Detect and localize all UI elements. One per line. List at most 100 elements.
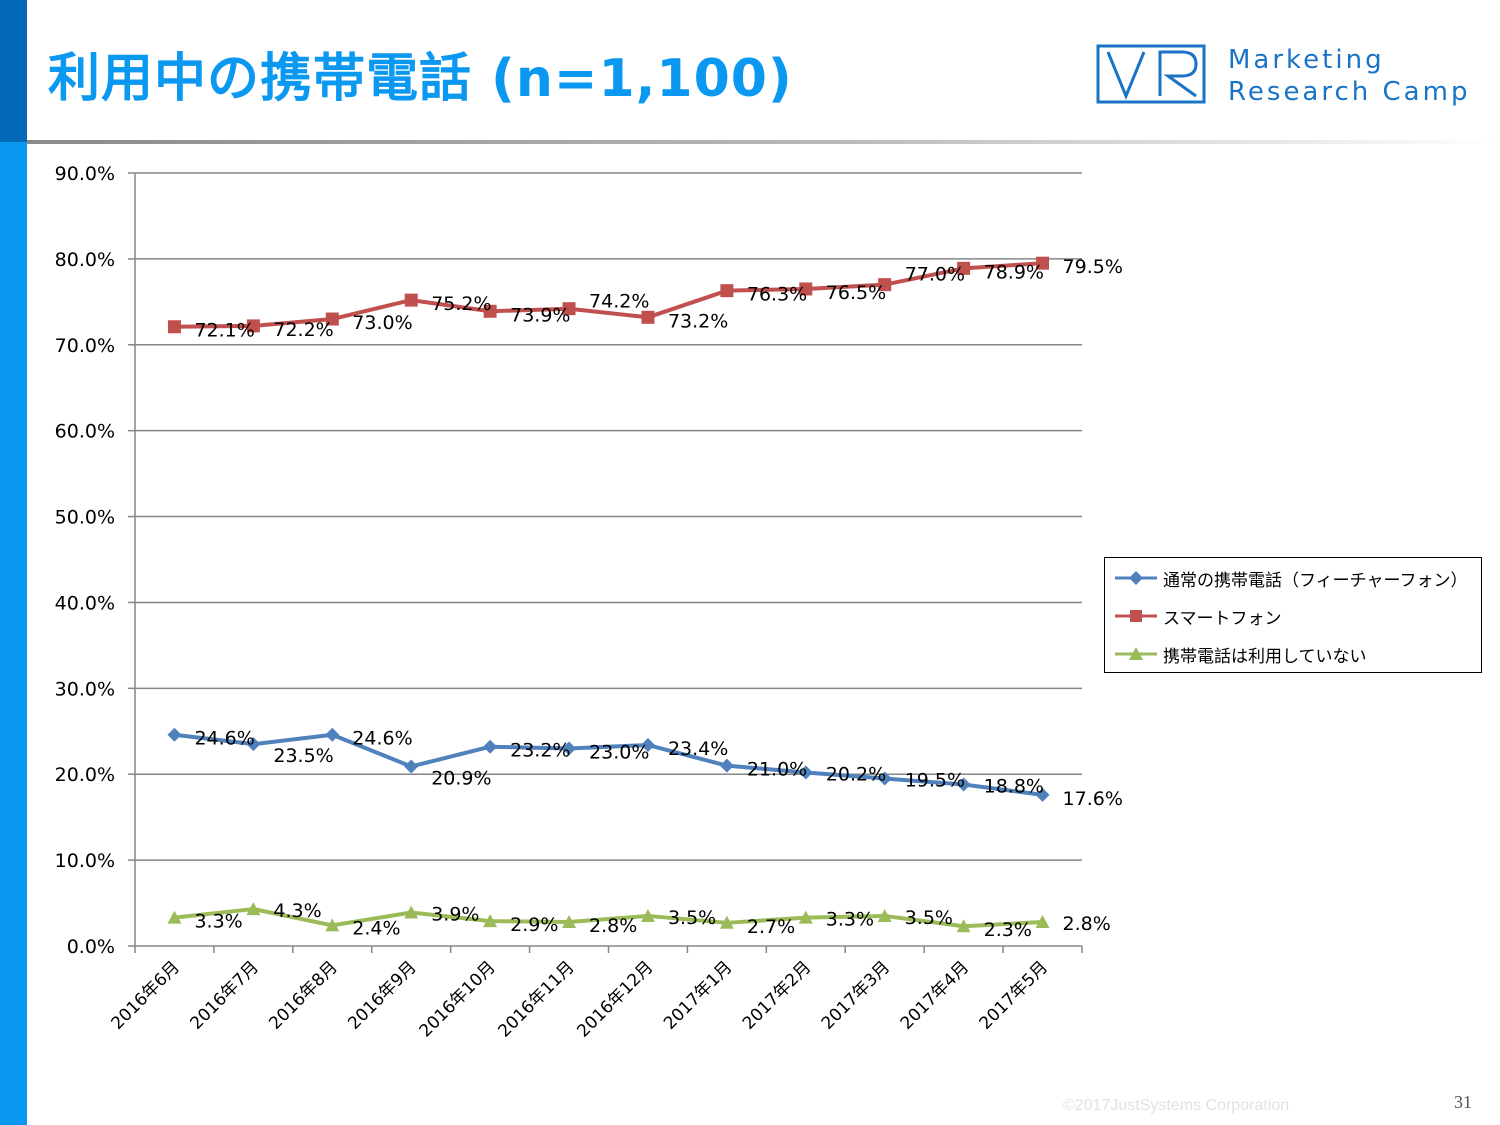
y-tick-label: 60.0% xyxy=(55,421,115,443)
data-label: 78.9% xyxy=(984,261,1044,283)
data-point-marker xyxy=(404,905,419,919)
x-tick-label: 2016年6月 xyxy=(108,957,184,1033)
data-point-marker xyxy=(1035,787,1050,802)
data-point-marker xyxy=(798,910,813,924)
data-point-marker xyxy=(246,319,260,333)
data-labels: 24.6% 23.5% 24.6% 20.9% 23.2% 23.0% 23.4% 21.0%… xyxy=(194,256,1122,941)
data-point-marker xyxy=(404,293,418,307)
data-point-marker xyxy=(562,302,576,316)
data-label: 73.0% xyxy=(352,312,412,334)
data-label: 2.8% xyxy=(589,915,637,937)
line-chart: 0.0% 10.0% 20.0% 30.0% 40.0% 50.0% 60.0% 70.0% 8… xyxy=(55,163,1123,1041)
data-point-marker xyxy=(167,727,182,742)
data-label: 4.3% xyxy=(273,900,321,922)
series-line xyxy=(174,907,1043,929)
footer-copyright: ©2017JustSystems Corporation xyxy=(1063,1097,1290,1114)
legend-item-feature-phone: 通常の携帯電話（フィーチャーフォン） xyxy=(1113,564,1467,592)
x-tick-label: 2016年10月 xyxy=(416,957,500,1041)
data-point-marker xyxy=(720,284,734,298)
data-point-marker xyxy=(483,739,498,754)
data-label: 19.5% xyxy=(905,770,965,792)
y-tick-label: 0.0% xyxy=(67,936,115,958)
x-tick-label: 2017年2月 xyxy=(739,957,815,1033)
data-point-marker xyxy=(956,777,971,792)
data-label: 20.9% xyxy=(431,767,491,789)
data-label: 23.5% xyxy=(273,745,333,767)
grid-lines xyxy=(135,172,1082,861)
page-number: 31 xyxy=(1454,1092,1472,1112)
data-label: 2.9% xyxy=(510,914,558,936)
data-label: 24.6% xyxy=(194,728,254,750)
y-tick-label: 10.0% xyxy=(55,850,115,872)
x-tick-label: 2016年9月 xyxy=(344,957,420,1033)
x-tick-label: 2017年5月 xyxy=(976,957,1052,1033)
legend-label-no-phone: 携帯電話は利用していない xyxy=(1163,646,1367,667)
brand-name: Marketing Research Camp xyxy=(1228,44,1470,108)
data-label: 76.5% xyxy=(826,282,886,304)
x-tick-label: 2017年4月 xyxy=(897,957,973,1033)
x-tick-label: 2016年8月 xyxy=(265,957,341,1033)
vr-logo-icon xyxy=(1096,44,1206,104)
data-point-marker xyxy=(957,261,971,275)
x-tick-label: 2017年3月 xyxy=(818,957,894,1033)
data-point-marker xyxy=(562,741,577,756)
data-label: 20.2% xyxy=(826,764,886,786)
series-line xyxy=(174,261,1043,329)
data-label: 2.8% xyxy=(1063,913,1111,935)
legend-label-feature-phone: 通常の携帯電話（フィーチャーフォン） xyxy=(1163,570,1468,591)
data-point-marker xyxy=(956,919,971,933)
y-axis-ticks: 0.0% 10.0% 20.0% 30.0% 40.0% 50.0% 60.0% 70.0% 8… xyxy=(55,163,135,958)
data-point-marker xyxy=(640,908,655,922)
data-point-marker xyxy=(641,310,655,324)
data-label: 72.2% xyxy=(273,319,333,341)
y-tick-label: 30.0% xyxy=(55,678,115,700)
brand-line-2: Research Camp xyxy=(1228,77,1471,107)
x-tick-label: 2017年1月 xyxy=(660,957,736,1033)
data-label: 2.4% xyxy=(352,917,400,939)
data-label: 21.0% xyxy=(747,759,807,781)
data-point-marker xyxy=(719,915,734,929)
y-tick-label: 40.0% xyxy=(55,592,115,614)
data-label: 23.2% xyxy=(510,740,570,762)
data-point-marker xyxy=(877,908,892,922)
data-point-marker xyxy=(798,765,813,780)
data-point-marker xyxy=(325,918,340,932)
data-label: 23.4% xyxy=(668,738,728,760)
data-label: 2.3% xyxy=(984,919,1032,941)
chart-legend: 通常の携帯電話（フィーチャーフォン） スマートフォン 携帯電話は利用していない xyxy=(1104,557,1482,673)
data-point-marker xyxy=(483,914,498,928)
data-label: 73.9% xyxy=(510,304,570,326)
y-tick-label: 50.0% xyxy=(55,507,115,529)
data-label: 3.3% xyxy=(194,911,242,933)
data-point-marker xyxy=(167,910,182,924)
y-tick-label: 70.0% xyxy=(55,335,115,357)
data-label: 75.2% xyxy=(431,293,491,315)
data-point-marker xyxy=(483,304,497,318)
data-label: 18.8% xyxy=(984,776,1044,798)
data-point-marker xyxy=(878,278,892,292)
data-point-marker xyxy=(325,312,339,326)
legend-item-no-phone: 携帯電話は利用していない xyxy=(1113,640,1367,668)
brand-line-1: Marketing xyxy=(1228,45,1385,75)
data-point-marker xyxy=(325,727,340,742)
x-tick-label: 2016年11月 xyxy=(494,957,578,1041)
data-label: 76.3% xyxy=(747,284,807,306)
legend-label-smartphone: スマートフォン xyxy=(1163,608,1282,629)
y-tick-label: 80.0% xyxy=(55,249,115,271)
data-label: 23.0% xyxy=(589,741,649,763)
y-tick-label: 90.0% xyxy=(55,163,115,185)
x-tick-label: 2016年7月 xyxy=(186,957,262,1033)
data-point-marker xyxy=(719,758,734,773)
data-label: 74.2% xyxy=(589,291,649,313)
data-point-marker xyxy=(799,282,813,296)
y-tick-label: 20.0% xyxy=(55,764,115,786)
data-point-marker xyxy=(167,320,181,334)
legend-square-marker-icon xyxy=(1115,610,1157,622)
data-label: 3.5% xyxy=(905,907,953,929)
x-tick-label: 2016年12月 xyxy=(573,957,657,1041)
data-point-marker xyxy=(562,914,577,928)
legend-item-smartphone: スマートフォン xyxy=(1113,602,1282,630)
data-label: 17.6% xyxy=(1063,788,1123,810)
data-label: 79.5% xyxy=(1063,256,1123,278)
legend-triangle-marker-icon xyxy=(1115,647,1157,660)
